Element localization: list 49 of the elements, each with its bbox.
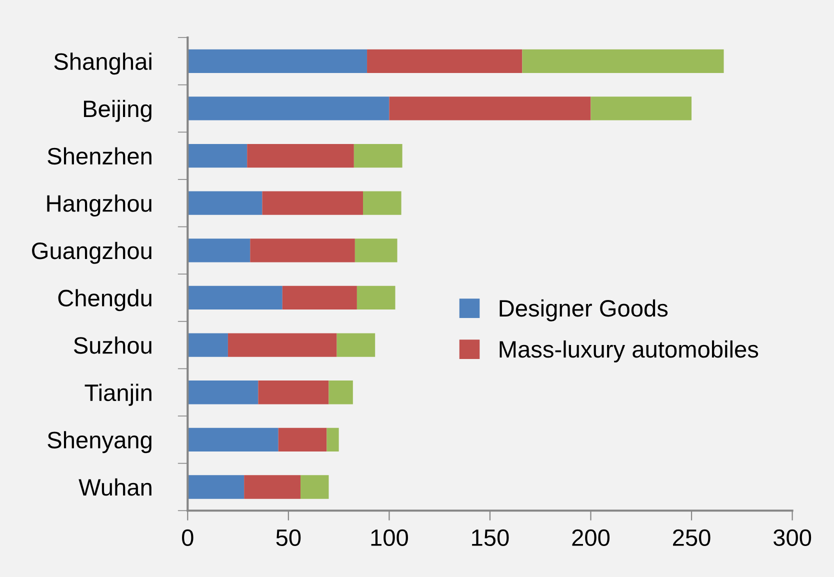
legend-label: Designer Goods — [500, 299, 668, 322]
x-tick-label: 250 — [673, 529, 710, 546]
bar — [367, 49, 522, 73]
y-tick-label: Wuhan — [78, 478, 152, 496]
bar — [328, 380, 353, 404]
x-tick-label: 150 — [472, 529, 509, 546]
x-tick-label: 200 — [572, 529, 610, 546]
y-tick-label: Hangzhou — [47, 194, 152, 217]
bar — [188, 333, 228, 357]
y-tick-label: Shenyang — [48, 431, 152, 454]
bar — [188, 475, 244, 499]
bar — [258, 380, 329, 404]
bar — [354, 144, 402, 168]
bar — [356, 286, 396, 310]
bar — [354, 238, 398, 262]
bar — [188, 380, 258, 404]
x-tick-label: 0 — [182, 529, 194, 546]
bar — [228, 333, 337, 357]
y-tick-label: Tianjin — [84, 384, 152, 406]
bar — [262, 191, 363, 215]
bar — [188, 428, 278, 452]
y-tick-label: Guangzhou — [32, 242, 152, 264]
y-tick-label: Shanghai — [54, 52, 152, 75]
bar — [188, 191, 262, 215]
legend-label: Mass-luxury automobiles — [500, 340, 758, 362]
bar — [188, 144, 248, 168]
bar — [247, 144, 354, 168]
y-tick-label: Shenzhen — [48, 147, 152, 165]
y-tick-label: Beijing — [84, 100, 152, 122]
bar — [188, 286, 282, 310]
bar — [188, 49, 368, 73]
bar — [336, 333, 376, 357]
x-tick-label: 100 — [371, 529, 408, 546]
bar — [188, 96, 390, 120]
bar — [244, 475, 301, 499]
bar — [282, 286, 357, 310]
bar — [363, 191, 402, 215]
bar — [389, 96, 591, 120]
bar — [300, 475, 329, 499]
x-tick-label: 50 — [276, 529, 301, 546]
x-tick-label: 300 — [774, 529, 812, 546]
bar — [326, 428, 339, 452]
bar — [522, 49, 724, 73]
bar — [590, 96, 692, 120]
y-tick-label: Chengdu — [58, 289, 152, 312]
bar — [250, 238, 355, 262]
bar — [278, 428, 327, 452]
bar — [188, 238, 250, 262]
y-tick-label: Suzhou — [74, 336, 152, 354]
